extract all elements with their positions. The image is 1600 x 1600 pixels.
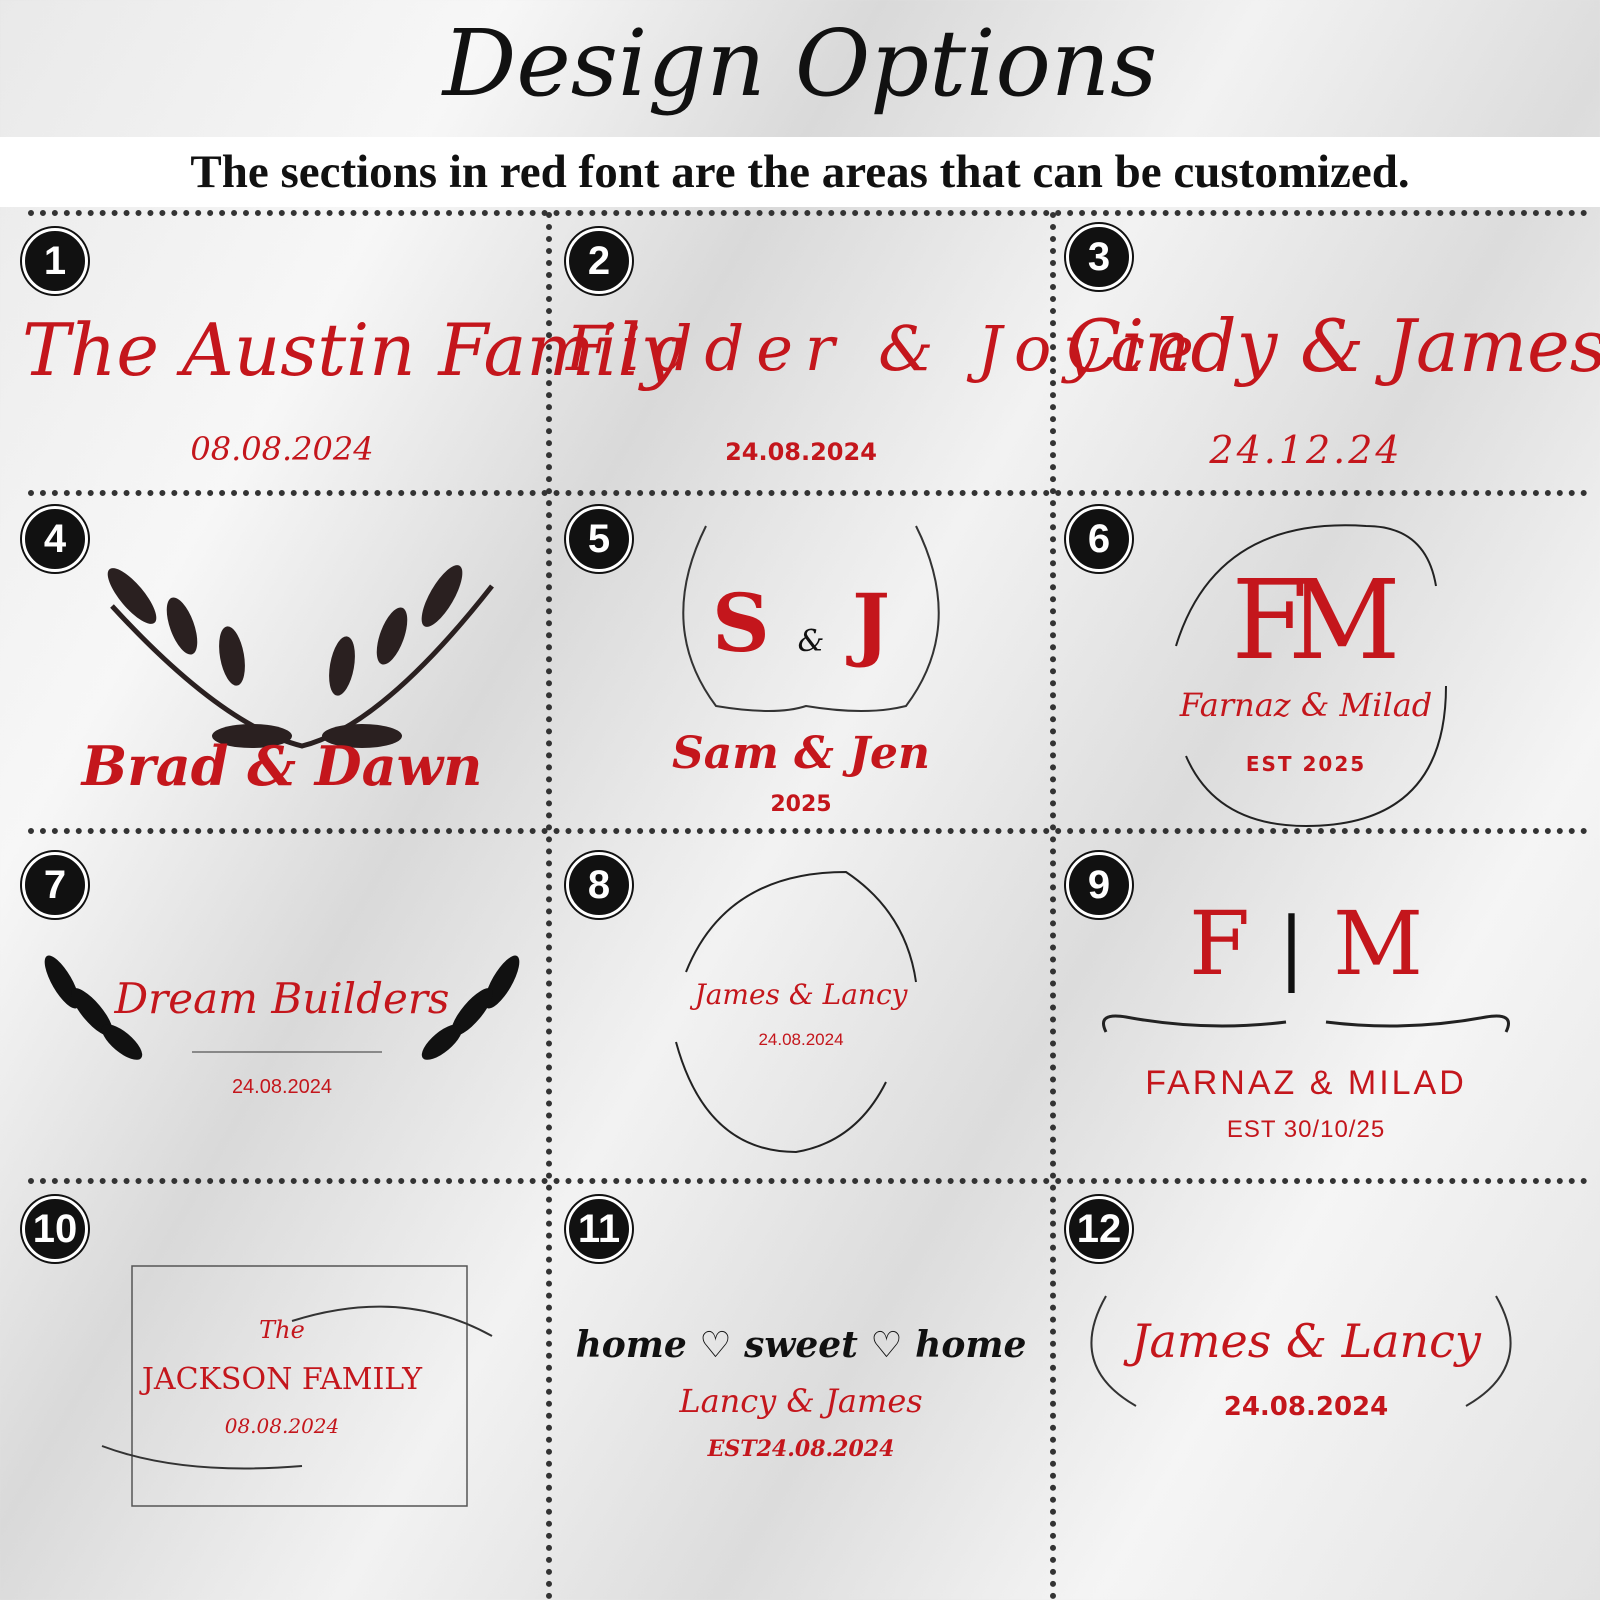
design-name: James & Lancy [694,978,908,1011]
design-option-2[interactable]: 2 Fidder & Joyce 24.08.2024 [566,228,1206,488]
design-date: EST24.08.2024 [707,1436,895,1462]
design-date: 08.08.2024 [224,1414,340,1438]
design-date: EST 2025 [1245,752,1367,776]
design-option-4[interactable]: 4 Brad & Dawn [22,506,542,826]
number-badge: 12 [1066,1196,1132,1262]
design-option-7[interactable]: 7 Dream Builders 24.08.2024 [22,852,542,1172]
monogram-left: S [711,576,770,670]
page-title: Design Options [442,10,1158,117]
circular-vine-icon [1175,524,1447,828]
monogram-right: J [852,576,891,670]
design-name: Cindy & James [1066,304,1600,388]
number-badge: 6 [1066,506,1132,572]
design-date: 08.08.2024 [190,430,374,468]
monogram: FM [1231,556,1401,684]
design-date: 2025 [770,792,832,817]
design-date: 24.08.2024 [758,1030,844,1049]
divider [28,828,1588,834]
design-name: Dream Builders [114,974,450,1023]
floral-wreath-icon [675,870,917,1154]
number-badge: 1 [22,228,88,294]
number-badge: 8 [566,852,632,918]
number-badge: 10 [22,1196,88,1262]
design-option-11[interactable]: 11 home ♡ sweet ♡ home Lancy & James EST… [566,1196,1036,1596]
monogram-separator: | [1278,900,1305,993]
design-date: EST 30/10/25 [1226,1116,1386,1143]
design-name: Farnaz & Milad [1179,686,1433,724]
leaf-branches-icon [107,565,494,749]
flourish-divider-icon [1102,1014,1510,1033]
leaf-branches-icon [44,955,520,1060]
design-option-3[interactable]: 3 Cindy & James 24.12.24 [1066,224,1600,484]
number-badge: 4 [22,506,88,572]
design-name: James & Lancy [1131,1314,1481,1368]
laurel-wreath-icon [682,525,940,712]
design-name: Sam & Jen [671,728,930,779]
laurel-branches-icon [1090,1295,1512,1407]
number-badge: 3 [1066,224,1132,290]
divider [28,210,1588,216]
divider [546,212,552,1600]
design-name: Brad & Dawn [81,734,483,798]
design-option-6[interactable]: 6 FM Farnaz & Milad EST 2025 [1066,506,1546,828]
number-badge: 11 [566,1196,632,1262]
design-date: 24.08.2024 [231,1076,333,1098]
floral-frame-icon [101,1265,493,1507]
design-option-8[interactable]: 8 James & Lancy 24.08.2024 [566,852,1036,1172]
number-badge: 2 [566,228,632,294]
design-option-12[interactable]: 12 James & Lancy 24.08.2024 [1066,1196,1546,1596]
design-name: Lancy & James [679,1382,923,1420]
number-badge: 7 [22,852,88,918]
design-date: 24.08.2024 [1223,1392,1389,1422]
design-name: FARNAZ & MILAD [1145,1064,1467,1102]
monogram-amp: & [797,624,825,659]
divider [28,1178,1588,1184]
design-name: The Austin Family [22,308,682,392]
design-option-5[interactable]: 5 S & J Sam & Jen 2025 [566,506,1036,826]
design-option-10[interactable]: 10 The JACKSON FAMILY 08.08.2024 [22,1196,542,1596]
subtitle-banner: The sections in red font are the areas t… [0,137,1600,207]
divider [28,490,1588,496]
monogram-left: F [1188,892,1251,995]
design-option-9[interactable]: 9 F | M FARNAZ & MILAD EST 30/10/25 [1066,852,1546,1172]
number-badge: 5 [566,506,632,572]
design-date: 24.12.24 [1209,428,1403,472]
monogram-right: M [1332,892,1424,995]
design-line1: The [259,1316,305,1344]
number-badge: 9 [1066,852,1132,918]
design-name: Fidder & Joyce [566,312,1206,385]
design-name: JACKSON FAMILY [141,1362,423,1397]
design-date: 24.08.2024 [725,438,877,466]
tagline: home ♡ sweet ♡ home [575,1324,1027,1366]
divider [1050,212,1056,1600]
design-option-1[interactable]: 1 The Austin Family 08.08.2024 [22,228,682,488]
